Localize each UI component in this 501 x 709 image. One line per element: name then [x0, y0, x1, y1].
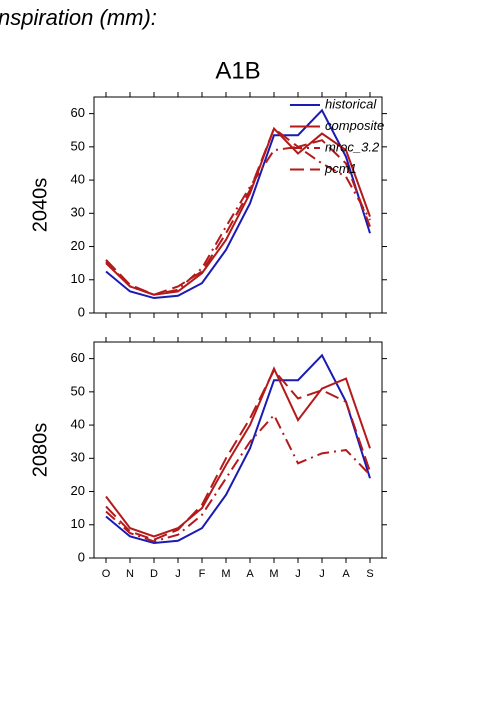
x-tick-label: J	[175, 568, 181, 580]
chart-subtitle: A1B	[215, 57, 260, 84]
x-tick-label: S	[366, 568, 373, 580]
x-tick-label: M	[221, 568, 230, 580]
series-line	[105, 126, 371, 296]
plot-frame	[93, 96, 383, 314]
x-tick-label: A	[342, 568, 350, 580]
y-tick-label: 30	[71, 205, 85, 220]
x-tick-label: D	[150, 568, 158, 580]
y-tick-label: 30	[71, 450, 85, 465]
plot-frame	[93, 341, 383, 559]
y-tick-label: 60	[71, 105, 85, 120]
x-tick-label: N	[126, 568, 134, 580]
y-tick-label: 50	[71, 138, 85, 153]
legend-label: pcm1	[324, 161, 357, 176]
legend-label: composite	[325, 118, 384, 133]
series-line	[105, 413, 371, 543]
y-tick-label: 60	[71, 350, 85, 365]
y-tick-label: 50	[71, 383, 85, 398]
x-tick-label: F	[199, 568, 206, 580]
y-tick-label: 0	[78, 304, 85, 319]
series-line	[105, 108, 371, 300]
series-line	[105, 366, 371, 538]
y-tick-label: 20	[71, 483, 85, 498]
series-line	[105, 368, 371, 541]
x-tick-label: J	[295, 568, 301, 580]
legend-label: historical	[325, 96, 377, 111]
y-tick-label: 0	[78, 549, 85, 564]
y-tick-label: 10	[71, 516, 85, 531]
x-tick-label: A	[246, 568, 254, 580]
legend-label: mroc_3.2	[325, 139, 380, 154]
x-tick-label: J	[319, 568, 325, 580]
y-axis-label: 2040s	[29, 178, 51, 233]
y-tick-label: 20	[71, 238, 85, 253]
y-axis-label: 2080s	[29, 423, 51, 478]
chart-title: nspiration (mm):	[0, 5, 157, 30]
y-tick-label: 40	[71, 172, 85, 187]
x-tick-label: O	[102, 568, 111, 580]
x-tick-label: M	[269, 568, 278, 580]
series-line	[105, 353, 371, 545]
y-tick-label: 10	[71, 271, 85, 286]
y-tick-label: 40	[71, 417, 85, 432]
series-line	[105, 145, 371, 296]
